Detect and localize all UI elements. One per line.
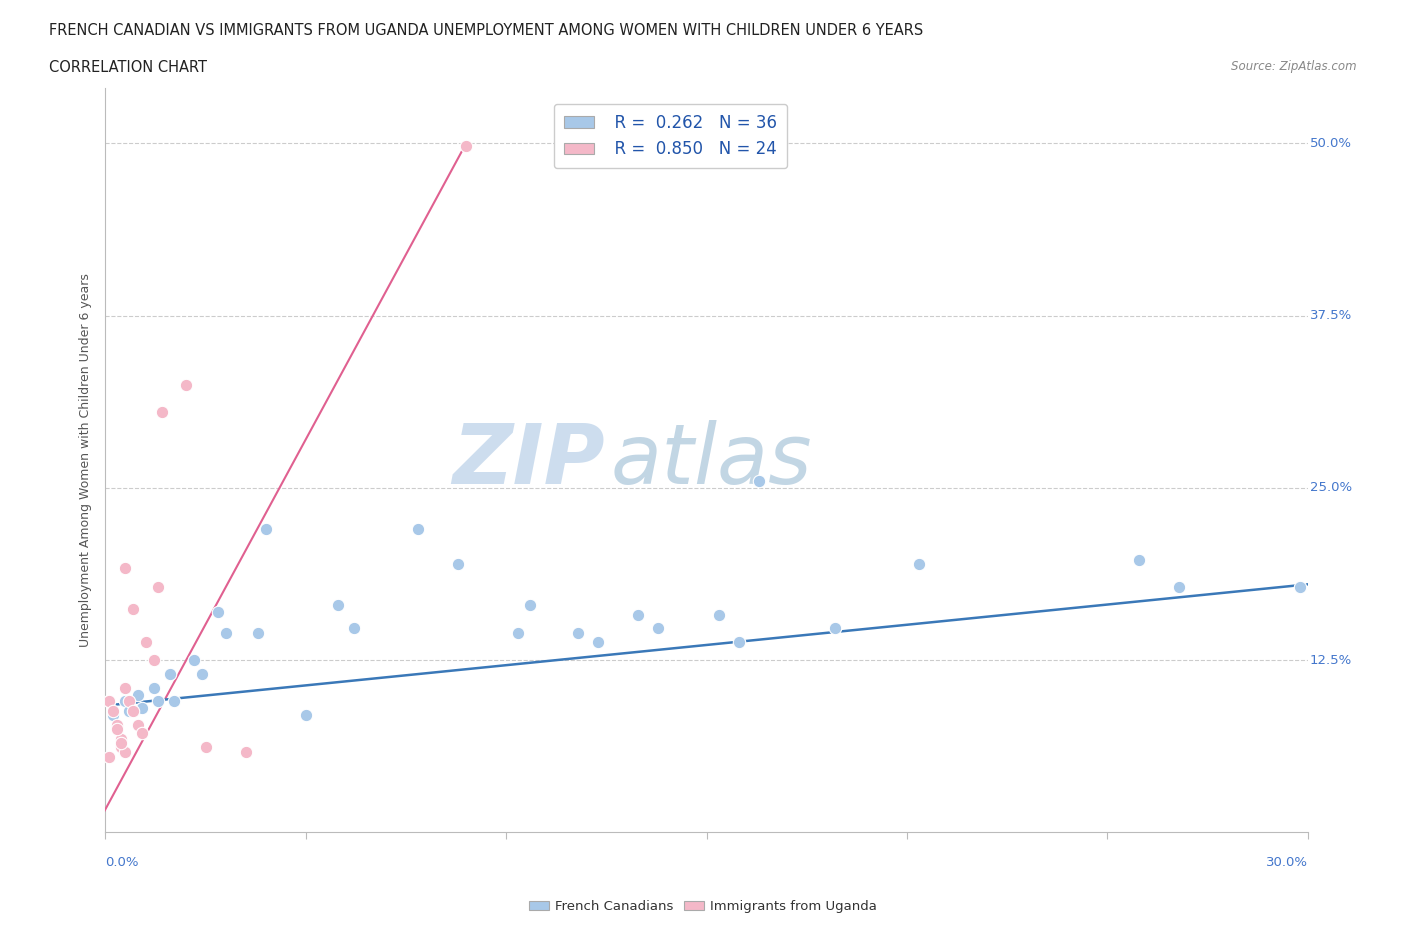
Text: ZIP: ZIP (451, 419, 605, 501)
Point (107, 717, 129, 732)
Point (824, 621, 846, 636)
Point (159, 667, 181, 682)
Point (110, 731, 132, 746)
Point (114, 694, 136, 709)
Text: 12.5%: 12.5% (1310, 654, 1353, 667)
Point (127, 717, 149, 732)
Point (235, 745, 257, 760)
Legend: French Canadians, Immigrants from Uganda: French Canadians, Immigrants from Uganda (523, 896, 883, 919)
Text: Source: ZipAtlas.com: Source: ZipAtlas.com (1232, 60, 1357, 73)
Point (98, 750, 121, 764)
Point (110, 739, 132, 754)
Point (114, 745, 136, 760)
Point (207, 604, 229, 619)
Point (567, 625, 589, 640)
Point (343, 621, 366, 636)
Point (118, 694, 141, 709)
Point (454, 139, 477, 153)
Point (131, 701, 153, 716)
Point (114, 561, 136, 576)
Point (406, 522, 429, 537)
Point (447, 556, 470, 571)
Point (127, 687, 149, 702)
Text: CORRELATION CHART: CORRELATION CHART (49, 60, 207, 75)
Point (1168, 579, 1191, 594)
Point (114, 680, 136, 695)
Point (146, 694, 169, 709)
Point (190, 667, 212, 682)
Point (508, 625, 530, 640)
Point (707, 607, 730, 622)
Legend:   R =  0.262   N = 36,   R =  0.850   N = 24: R = 0.262 N = 36, R = 0.850 N = 24 (554, 104, 787, 168)
Point (588, 635, 610, 650)
Point (908, 556, 931, 571)
Point (519, 598, 541, 613)
Point (142, 680, 165, 695)
Text: 50.0%: 50.0% (1310, 137, 1353, 150)
Point (146, 579, 169, 594)
Point (122, 602, 145, 617)
Point (162, 694, 184, 709)
Text: 37.5%: 37.5% (1310, 309, 1353, 322)
Point (150, 405, 173, 419)
Point (131, 725, 153, 740)
Text: atlas: atlas (610, 419, 813, 501)
Point (103, 708, 125, 723)
Point (142, 653, 165, 668)
Text: FRENCH CANADIAN VS IMMIGRANTS FROM UGANDA UNEMPLOYMENT AMONG WOMEN WITH CHILDREN: FRENCH CANADIAN VS IMMIGRANTS FROM UGAND… (49, 23, 924, 38)
Point (103, 704, 125, 719)
Point (647, 621, 669, 636)
Point (183, 653, 205, 668)
Point (727, 635, 749, 650)
Point (1128, 552, 1150, 567)
Point (627, 607, 650, 622)
Point (107, 722, 129, 737)
Point (214, 625, 236, 640)
Point (135, 635, 157, 650)
Point (174, 378, 197, 392)
Point (1288, 579, 1310, 594)
Y-axis label: Unemployment Among Women with Children Under 6 years: Unemployment Among Women with Children U… (79, 273, 93, 647)
Point (118, 704, 141, 719)
Point (246, 625, 269, 640)
Text: 25.0%: 25.0% (1310, 482, 1353, 495)
Point (98, 694, 121, 709)
Point (254, 522, 277, 537)
Point (98, 694, 121, 709)
Point (295, 708, 318, 723)
Point (107, 722, 129, 737)
Point (748, 473, 770, 488)
Point (194, 739, 217, 754)
Point (110, 736, 132, 751)
Text: 30.0%: 30.0% (1265, 857, 1308, 870)
Point (122, 704, 145, 719)
Point (326, 598, 349, 613)
Text: 0.0%: 0.0% (105, 857, 139, 870)
